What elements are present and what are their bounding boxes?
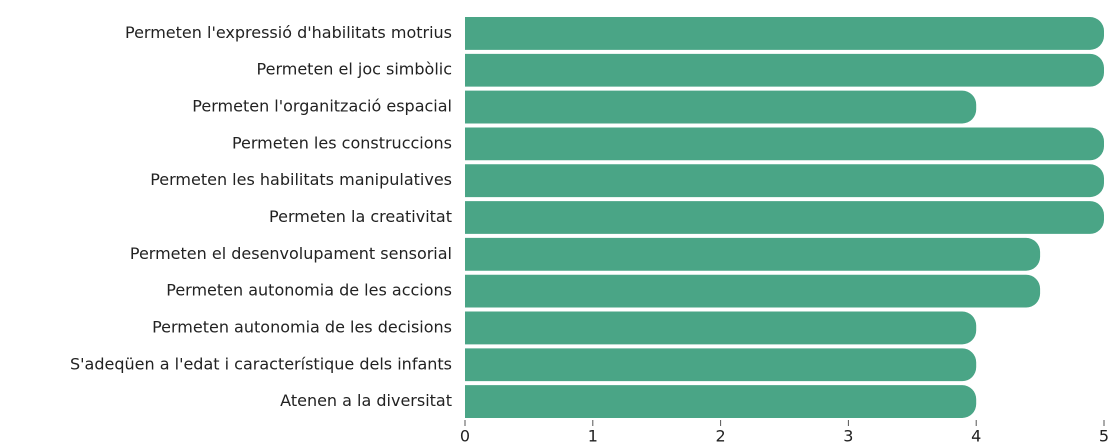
x-tick-label: 1 bbox=[588, 427, 598, 446]
bar bbox=[465, 53, 1104, 87]
bar bbox=[465, 201, 1104, 234]
x-tick-label: 5 bbox=[1099, 427, 1109, 446]
bar bbox=[465, 17, 1104, 50]
bar bbox=[465, 164, 1104, 198]
bar bbox=[465, 274, 1041, 308]
y-tick-label: Permeten la creativitat bbox=[269, 207, 452, 226]
x-tick-label: 3 bbox=[843, 427, 853, 446]
y-tick-label: Permeten autonomia de les decisions bbox=[152, 317, 452, 336]
bar bbox=[465, 237, 1041, 271]
bar bbox=[465, 385, 977, 418]
y-tick-label: S'adeqüen a l'edat i característique del… bbox=[70, 354, 452, 373]
bar bbox=[465, 348, 977, 382]
x-tick-label: 2 bbox=[716, 427, 726, 446]
y-tick-label: Permeten el desenvolupament sensorial bbox=[130, 244, 452, 263]
y-tick-label: Permeten l'organització espacial bbox=[192, 97, 452, 116]
y-tick-label: Permeten les habilitats manipulatives bbox=[150, 170, 452, 189]
y-tick-label: Atenen a la diversitat bbox=[280, 391, 452, 410]
bar bbox=[465, 90, 977, 124]
y-tick-label: Permeten les construccions bbox=[232, 133, 452, 152]
bar bbox=[465, 127, 1104, 161]
bar bbox=[465, 311, 977, 345]
y-tick-label: Permeten l'expressió d'habilitats motriu… bbox=[125, 23, 452, 42]
y-tick-label: Permeten el joc simbòlic bbox=[257, 60, 452, 79]
x-tick-label: 4 bbox=[971, 427, 981, 446]
x-tick-label: 0 bbox=[460, 427, 470, 446]
y-tick-label: Permeten autonomia de les accions bbox=[166, 281, 452, 300]
